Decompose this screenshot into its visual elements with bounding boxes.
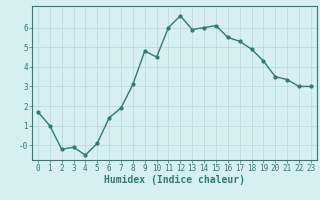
X-axis label: Humidex (Indice chaleur): Humidex (Indice chaleur)	[104, 175, 245, 185]
